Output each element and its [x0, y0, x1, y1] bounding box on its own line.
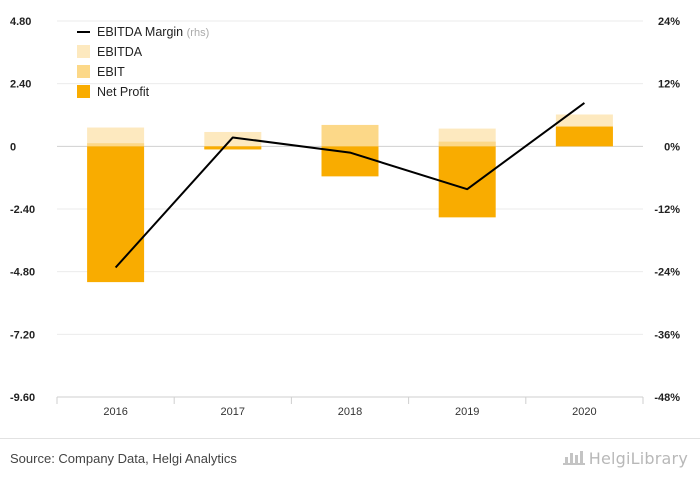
y-tick-label-right: 24% [658, 16, 680, 28]
y-tick-label-right: -12% [654, 204, 680, 216]
bar-ebit [321, 124, 379, 147]
bar-ebit [87, 143, 145, 147]
brand-logo: HelgiLibrary [562, 449, 688, 468]
bar-ebitda [204, 131, 262, 147]
bar-ebitda [87, 127, 145, 147]
x-tick-label: 2020 [572, 406, 596, 418]
y-tick-label-left: 4.80 [10, 16, 31, 28]
legend-swatch-net-profit [77, 85, 90, 98]
margin-line [114, 102, 585, 269]
x-tick-label: 2016 [103, 406, 127, 418]
x-tick-label: 2017 [221, 406, 245, 418]
line-ebitda-margin [114, 102, 585, 269]
legend-label: Net Profit [97, 85, 150, 99]
axes: 4.80 24% 2.40 12% 0 0% -2.40 -12% -4.80 -24% -7.20… [10, 16, 680, 418]
bars [87, 114, 613, 283]
legend-label: EBIT [97, 65, 125, 79]
y-tick-label-left: 2.40 [10, 79, 31, 91]
y-tick-label-left: -2.40 [10, 204, 35, 216]
legend: EBITDA Margin (rhs) EBITDA EBIT Net Profi… [77, 25, 209, 99]
y-tick-label-right: -24% [654, 267, 680, 279]
y-tick-label-right: 12% [658, 79, 680, 91]
legend-swatch-ebitda [77, 45, 90, 58]
legend-suffix: (rhs) [187, 27, 210, 39]
legend-label: EBITDA Margin (rhs) [97, 25, 209, 39]
footer: Source: Company Data, Helgi Analytics He… [0, 438, 700, 483]
source-note: Source: Company Data, Helgi Analytics [10, 451, 237, 466]
brand-name: HelgiLibrary [588, 449, 688, 468]
bar-net-profit [438, 146, 496, 218]
y-tick-label-left: -4.80 [10, 267, 35, 279]
bar-net-profit [87, 146, 145, 283]
y-tick-label-right: -36% [654, 329, 680, 341]
bar-net-profit [204, 146, 262, 150]
gridlines [57, 20, 643, 398]
bar-ebit [438, 141, 496, 147]
legend-swatch-ebit [77, 65, 90, 78]
y-tick-label-left: 0 [10, 141, 16, 153]
x-tick-label: 2018 [338, 406, 362, 418]
bar-net-profit [555, 126, 613, 147]
bar-net-profit [321, 146, 379, 177]
y-tick-label-right: 0% [664, 141, 680, 153]
y-tick-label-left: -9.60 [10, 392, 35, 404]
chart: 4.80 24% 2.40 12% 0 0% -2.40 -12% -4.80 -24% -7.20… [10, 16, 680, 418]
legend-label: EBITDA [97, 45, 143, 59]
y-tick-label-right: -48% [654, 392, 680, 404]
x-tick-label: 2019 [455, 406, 479, 418]
library-icon [562, 449, 585, 465]
y-tick-label-left: -7.20 [10, 329, 35, 341]
